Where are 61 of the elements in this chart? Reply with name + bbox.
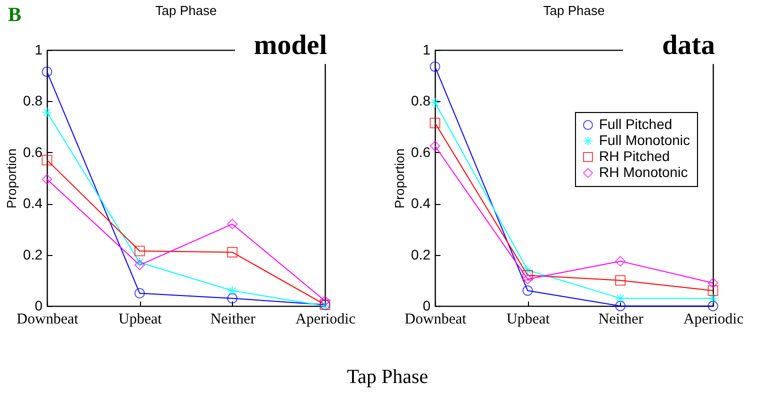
y-tick-label: 0.2: [411, 246, 431, 262]
y-axis-title: Proportion: [4, 148, 20, 208]
point: [708, 293, 718, 304]
y-axis-title: Proportion: [392, 148, 408, 208]
point: [430, 97, 440, 108]
point: [42, 174, 52, 185]
y-tick-label: 1: [34, 42, 43, 58]
legend-label: Full Pitched: [599, 116, 672, 132]
point: [134, 288, 145, 298]
point: [42, 106, 52, 118]
point: [522, 274, 533, 284]
point: [227, 293, 238, 304]
point: [227, 218, 238, 230]
x-axis-title: Tap Phase: [346, 366, 430, 389]
y-tick-label: 0.6: [411, 144, 431, 160]
y-tick-label: 0.4: [23, 195, 43, 212]
legend-label: Full Monotonic: [599, 132, 690, 148]
x-tick-label: Aperiodic: [684, 312, 744, 328]
y-tick-label: 0.8: [411, 92, 431, 109]
x-tick-label: Downbeat: [404, 312, 468, 328]
y-tick-label: 0.2: [23, 246, 43, 262]
legend-label: RH Monotonic: [599, 164, 688, 180]
point: [227, 246, 238, 258]
point: [430, 61, 440, 72]
y-tick-label: 0: [34, 298, 43, 314]
x-tick-label: Neither: [598, 312, 644, 328]
text: B: [8, 4, 22, 27]
point: [134, 260, 145, 270]
x-tick-label: Downbeat: [16, 312, 80, 328]
y-tick-label: 1: [422, 42, 431, 58]
point: [708, 300, 718, 312]
point: [522, 264, 533, 276]
point: [227, 285, 238, 296]
point: [615, 300, 626, 312]
point: [430, 118, 440, 128]
y-tick-label: 0: [422, 298, 431, 314]
point: [430, 140, 440, 152]
x-tick-label: Neither: [210, 312, 256, 328]
x-tick-label: Aperiodic: [296, 312, 356, 328]
point: [522, 270, 533, 281]
y-tick-label: 0.4: [411, 195, 431, 212]
chart-title: Tap Phase: [543, 3, 605, 18]
point: [615, 275, 626, 286]
y-tick-label: 0.6: [23, 144, 43, 160]
point: [522, 285, 533, 296]
point: [615, 293, 626, 304]
x-tick-label: Upbeat: [118, 312, 163, 328]
point: [134, 257, 145, 268]
annotation: model: [254, 30, 328, 61]
point: [320, 296, 330, 306]
point: [42, 154, 52, 166]
point: [708, 285, 718, 296]
point: [708, 278, 718, 288]
point: [134, 246, 145, 256]
chart-title: Tap Phase: [155, 3, 217, 18]
point: [42, 66, 52, 77]
annotation: data: [662, 30, 715, 61]
x-tick-label: Upbeat: [506, 312, 551, 328]
legend-label: RH Pitched: [599, 148, 670, 164]
point: [615, 256, 626, 266]
y-tick-label: 0.8: [23, 92, 43, 109]
